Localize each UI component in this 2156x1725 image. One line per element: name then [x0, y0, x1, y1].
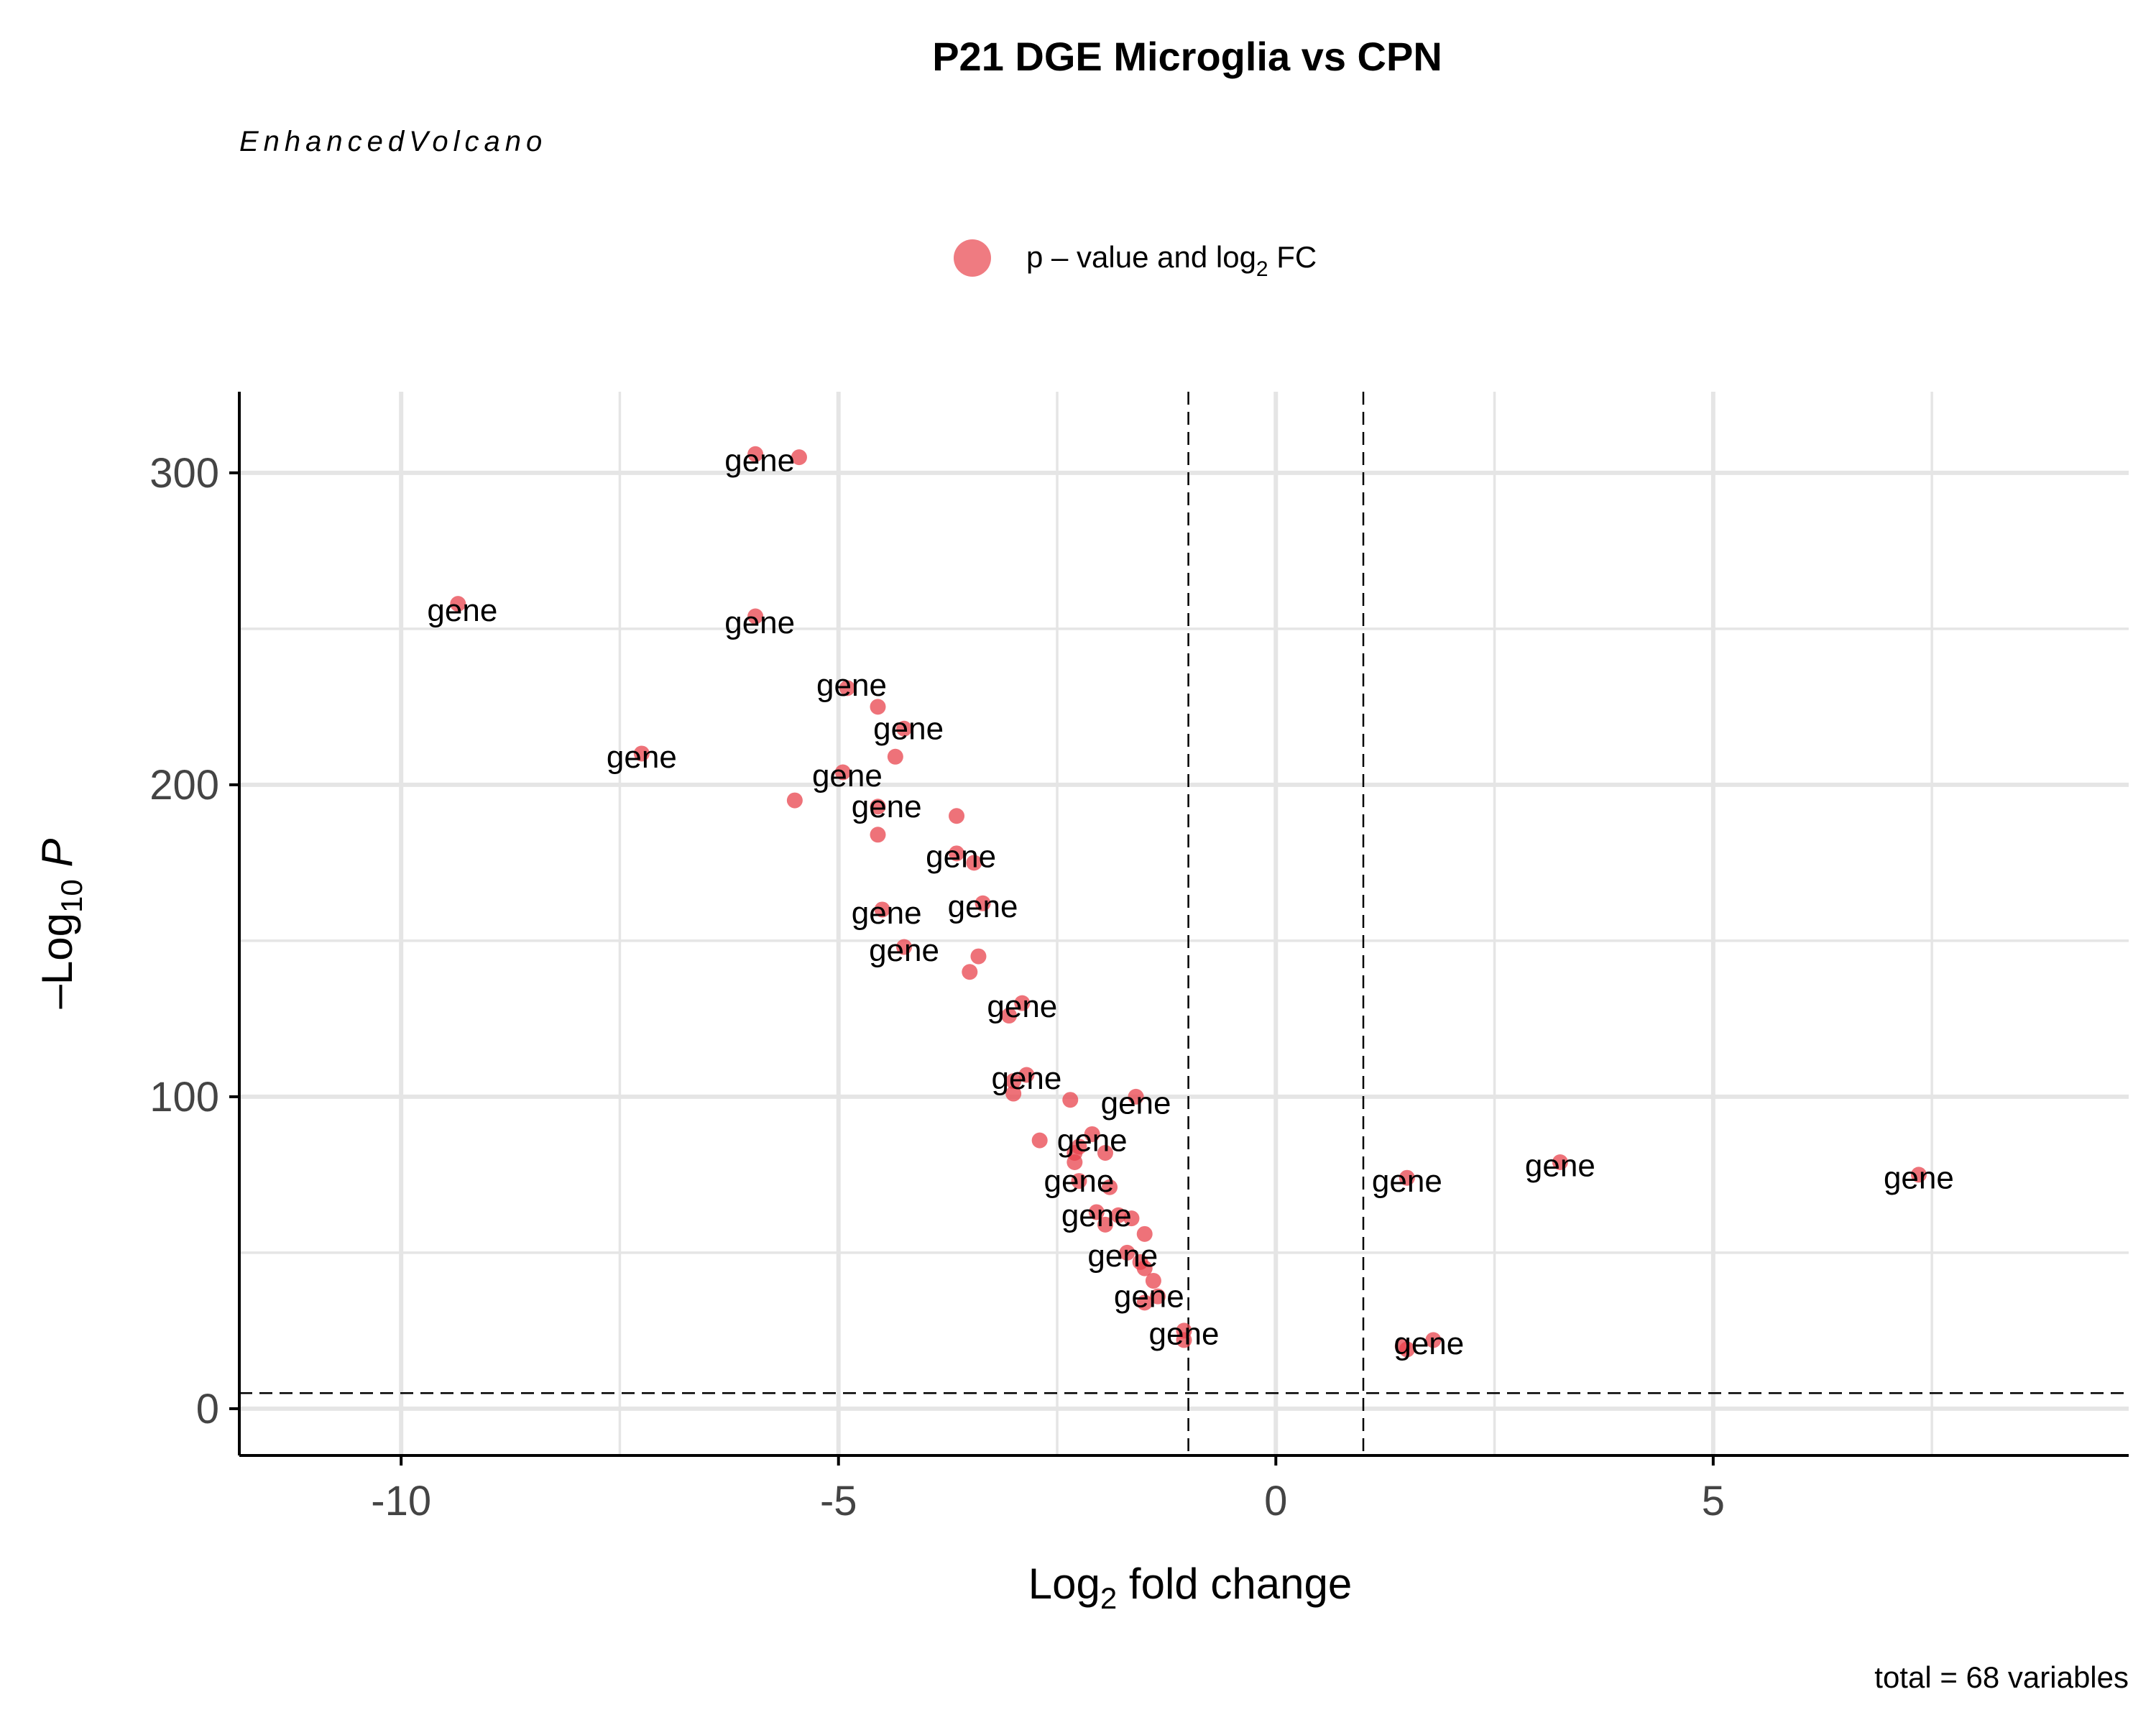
y-tick-label: 200 [149, 762, 219, 809]
gene-label: gene [948, 889, 1018, 924]
y-tick-label: 0 [196, 1386, 219, 1432]
y-axis-title: –Log10 P [33, 839, 88, 1009]
data-point [1097, 1145, 1113, 1162]
data-point [839, 680, 855, 696]
data-point [870, 699, 886, 715]
data-point [1136, 1225, 1153, 1242]
data-point [786, 792, 803, 809]
gene-label: gene [1372, 1164, 1442, 1199]
gene-label: gene [1101, 1086, 1171, 1121]
data-point [1145, 1272, 1161, 1289]
gene-label: gene [816, 668, 887, 703]
data-point [1097, 1216, 1113, 1233]
data-point [1014, 995, 1031, 1011]
gene-label: gene [852, 896, 922, 931]
data-points [450, 446, 1927, 1358]
data-point [870, 799, 886, 815]
data-point [949, 808, 965, 824]
gene-label: gene [607, 740, 677, 775]
x-axis-title: Log2 fold change [1028, 1560, 1352, 1615]
data-point [1910, 1167, 1927, 1183]
data-point [1110, 1207, 1127, 1223]
legend-point-icon [954, 239, 991, 277]
gene-label: gene [852, 789, 922, 824]
data-point [1005, 1073, 1022, 1090]
data-point [1067, 1154, 1083, 1171]
cutoff-lines [239, 392, 2129, 1455]
gene-label: gene [1044, 1164, 1114, 1199]
data-point [1018, 1067, 1035, 1083]
gene-label: gene [1114, 1279, 1184, 1315]
gene-label: gene [869, 933, 939, 968]
x-tick-label: 5 [1702, 1478, 1725, 1524]
chart-title: P21 DGE Microglia vs CPN [932, 34, 1442, 79]
chart-subtitle: EnhancedVolcano [239, 126, 547, 157]
chart-caption: total = 68 variables [1874, 1660, 2129, 1694]
data-point [1136, 1294, 1153, 1311]
data-point [1031, 1132, 1048, 1149]
gene-label: gene [873, 712, 944, 747]
gene-label: gene [1525, 1148, 1595, 1183]
data-point [450, 596, 466, 612]
gene-label: gene [1087, 1238, 1158, 1274]
data-point [1136, 1260, 1153, 1276]
data-point [1005, 1085, 1022, 1102]
data-point [896, 939, 913, 955]
gene-label: gene [1057, 1123, 1128, 1159]
y-tick-label: 100 [149, 1074, 219, 1121]
data-point [1552, 1154, 1568, 1171]
data-point [1084, 1126, 1100, 1142]
gene-label: gene [724, 605, 795, 640]
data-point [1001, 1008, 1018, 1024]
data-point [874, 901, 890, 918]
legend: p – value and log2 FC [954, 239, 1317, 281]
gene-label: gene [1884, 1161, 1954, 1196]
data-point [747, 608, 764, 625]
data-point [1399, 1341, 1415, 1358]
gene-label: gene [1149, 1317, 1220, 1352]
data-point [896, 720, 913, 737]
data-point [1425, 1332, 1442, 1348]
data-point [1062, 1092, 1079, 1108]
data-point [791, 449, 807, 466]
legend-label: p – value and log2 FC [1026, 240, 1317, 281]
data-point [1399, 1169, 1415, 1186]
gene-label: gene [724, 443, 795, 478]
data-point [1176, 1332, 1192, 1348]
gene-label: gene [926, 840, 996, 875]
y-tick-label: 300 [149, 450, 219, 497]
data-point [1123, 1210, 1140, 1227]
grid-lines [239, 392, 2129, 1455]
x-tick-label: -5 [820, 1478, 857, 1524]
data-point [887, 748, 903, 765]
gene-label: gene [427, 593, 497, 628]
data-point [633, 745, 650, 762]
gene-label: gene [1393, 1326, 1464, 1361]
data-point [747, 446, 764, 462]
data-point [1149, 1288, 1166, 1305]
x-tick-label: 0 [1264, 1478, 1287, 1524]
data-point [870, 827, 886, 843]
x-tick-label: -10 [371, 1478, 431, 1524]
gene-label: gene [991, 1061, 1061, 1096]
data-point [1128, 1088, 1144, 1105]
data-point [1119, 1244, 1135, 1261]
data-point [834, 764, 851, 781]
gene-label: gene [812, 758, 883, 794]
data-point [966, 855, 982, 871]
data-point [1102, 1179, 1118, 1195]
data-point [949, 845, 965, 862]
gene-label: gene [987, 989, 1057, 1024]
data-point [962, 964, 978, 980]
data-point [970, 948, 987, 965]
data-point [1088, 1204, 1105, 1220]
data-point [1071, 1173, 1087, 1190]
gene-label: gene [1061, 1198, 1132, 1233]
data-point [975, 895, 991, 911]
